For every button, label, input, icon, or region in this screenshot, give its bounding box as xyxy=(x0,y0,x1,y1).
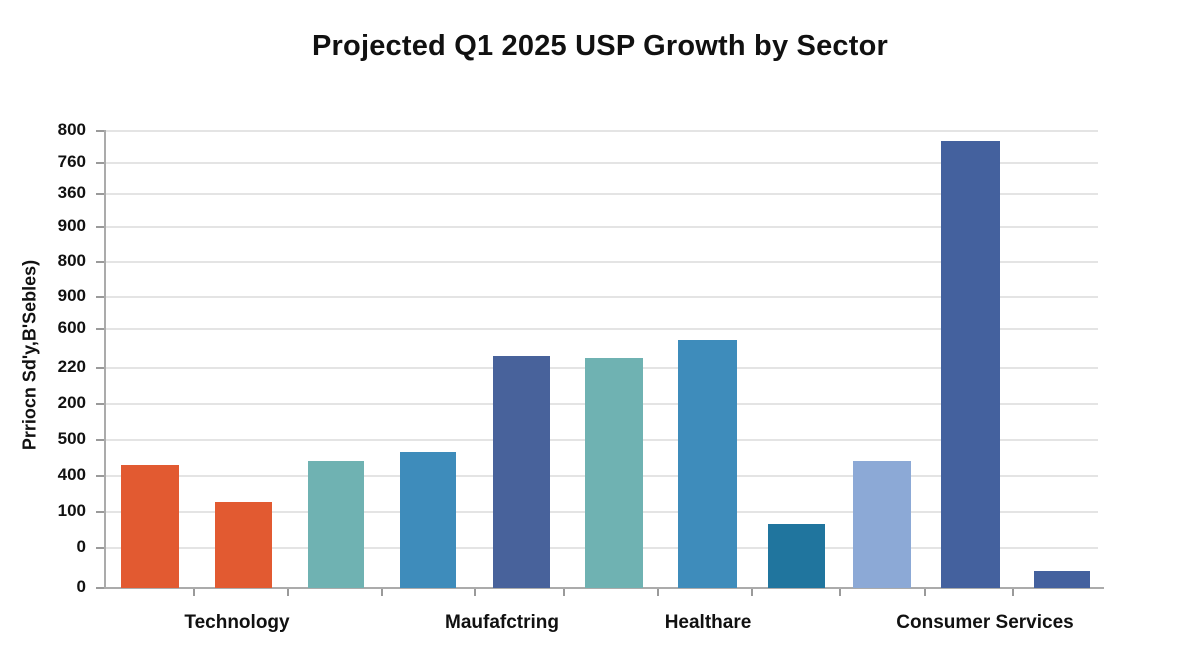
gridline xyxy=(106,296,1098,298)
x-category-label: Consumer Services xyxy=(896,612,1074,633)
y-tick-label: 0 xyxy=(76,577,86,596)
x-tick xyxy=(563,589,565,596)
y-tick-label: 0 xyxy=(76,537,86,556)
bar xyxy=(215,502,272,588)
y-tick-label: 200 xyxy=(57,393,86,412)
y-tick-label: 500 xyxy=(57,429,86,448)
x-category-label: Maufafctring xyxy=(445,612,559,633)
y-tick-label: 220 xyxy=(57,357,86,376)
x-tick xyxy=(287,589,289,596)
bar xyxy=(941,141,1000,588)
y-tick xyxy=(96,162,106,164)
x-category-label: Technology xyxy=(184,612,290,633)
y-tick-label: 360 xyxy=(57,183,86,202)
y-tick xyxy=(96,511,106,513)
chart-title: Projected Q1 2025 USP Growth by Sector xyxy=(312,30,888,62)
y-tick-label: 900 xyxy=(57,286,86,305)
x-tick xyxy=(474,589,476,596)
bar xyxy=(768,524,825,588)
x-category-label: Healthare xyxy=(664,612,752,633)
x-tick xyxy=(657,589,659,596)
bar xyxy=(121,465,179,588)
y-tick xyxy=(96,587,106,589)
y-tick-label: 800 xyxy=(57,251,86,270)
y-tick xyxy=(96,367,106,369)
y-tick-label: 760 xyxy=(57,152,86,171)
bar xyxy=(678,340,737,588)
y-tick xyxy=(96,193,106,195)
y-tick xyxy=(96,547,106,549)
y-tick xyxy=(96,439,106,441)
gridline xyxy=(106,226,1098,228)
gridline xyxy=(106,162,1098,164)
gridline xyxy=(106,193,1098,195)
x-tick xyxy=(193,589,195,596)
bar xyxy=(585,358,643,588)
x-tick xyxy=(924,589,926,596)
bar xyxy=(493,356,550,588)
gridline xyxy=(106,328,1098,330)
bar xyxy=(400,452,456,588)
y-tick xyxy=(96,261,106,263)
y-tick xyxy=(96,296,106,298)
y-tick xyxy=(96,328,106,330)
bar xyxy=(308,461,364,588)
y-tick xyxy=(96,130,106,132)
x-tick xyxy=(1012,589,1014,596)
x-tick xyxy=(839,589,841,596)
gridline xyxy=(106,130,1098,132)
gridline xyxy=(106,261,1098,263)
bar xyxy=(853,461,911,588)
y-tick xyxy=(96,226,106,228)
y-tick-label: 600 xyxy=(57,318,86,337)
y-tick-label: 400 xyxy=(57,465,86,484)
y-tick-label: 100 xyxy=(57,501,86,520)
bar xyxy=(1034,571,1090,588)
y-tick-label: 800 xyxy=(57,120,86,139)
y-tick xyxy=(96,403,106,405)
y-axis-line xyxy=(104,130,106,589)
y-tick-label: 900 xyxy=(57,216,86,235)
y-tick xyxy=(96,475,106,477)
x-tick xyxy=(751,589,753,596)
x-axis-line xyxy=(104,587,1104,589)
x-tick xyxy=(381,589,383,596)
